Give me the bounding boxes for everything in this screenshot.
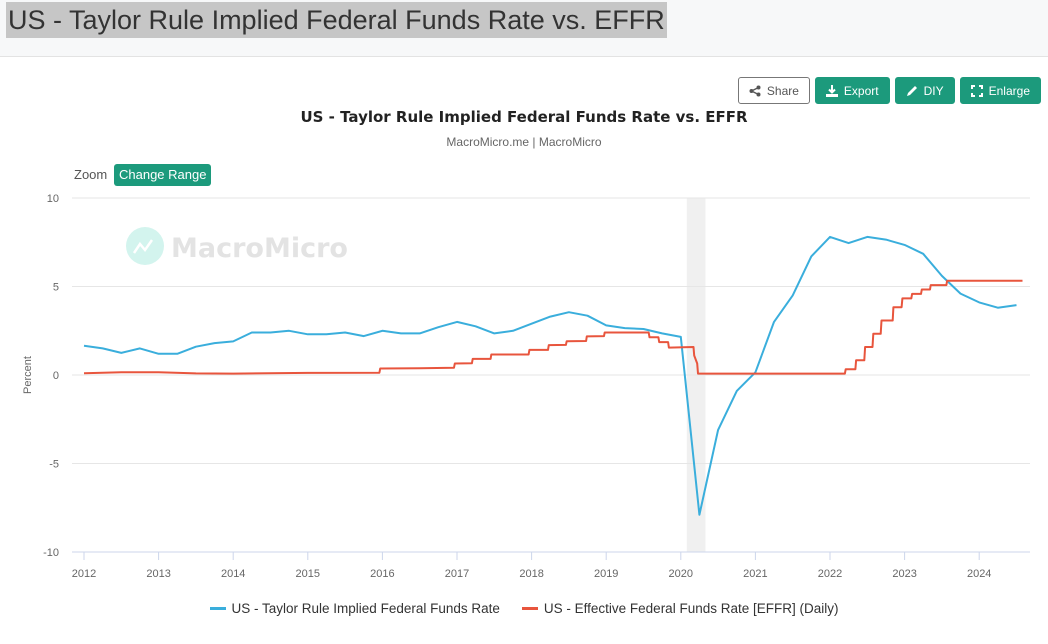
- legend-item-effr[interactable]: US - Effective Federal Funds Rate [EFFR]…: [521, 601, 839, 616]
- legend-label-taylor: US - Taylor Rule Implied Federal Funds R…: [231, 601, 500, 616]
- export-button[interactable]: Export: [814, 77, 890, 104]
- enlarge-button[interactable]: Enlarge: [959, 77, 1041, 104]
- diy-label: DIY: [923, 83, 944, 98]
- share-icon: [749, 85, 761, 96]
- x-tick-label: 2013: [146, 568, 170, 580]
- diy-button[interactable]: DIY: [894, 77, 955, 104]
- series-line-effr[interactable]: [83, 279, 1023, 375]
- y-tick-label: 10: [47, 193, 59, 205]
- x-tick-label: 2018: [519, 568, 543, 580]
- y-tick-label: -5: [49, 459, 59, 471]
- change-range-button[interactable]: Change Range: [114, 164, 212, 186]
- export-label: Export: [843, 83, 879, 98]
- y-tick-label: 0: [53, 370, 59, 382]
- share-button[interactable]: Share: [737, 77, 810, 104]
- x-tick-label: 2024: [967, 568, 991, 580]
- x-tick-label: 2016: [370, 568, 394, 580]
- x-axis: 2012 2013 2014 2015 2016 2017 2018 2019 2020 2021…: [72, 552, 991, 580]
- legend-swatch-taylor: [209, 607, 226, 610]
- chart-card: [0, 57, 1048, 644]
- page-header: US - Taylor Rule Implied Federal Funds R…: [0, 0, 1048, 57]
- y-axis: 10 5 0 -5 -10: [43, 193, 59, 559]
- expand-icon: [970, 84, 983, 97]
- legend-item-taylor[interactable]: US - Taylor Rule Implied Federal Funds R…: [209, 601, 500, 616]
- enlarge-label: Enlarge: [988, 83, 1030, 98]
- series-line-taylor[interactable]: [83, 235, 1017, 516]
- y-axis-label: Percent: [22, 356, 34, 394]
- legend-swatch-effr: [521, 607, 538, 610]
- x-tick-label: 2023: [892, 568, 916, 580]
- download-icon: [825, 84, 838, 97]
- x-tick-label: 2020: [669, 568, 693, 580]
- legend-label-effr: US - Effective Federal Funds Rate [EFFR]…: [543, 601, 839, 616]
- watermark-logo-icon: [126, 227, 164, 265]
- chart-toolbar: Share Export DIY Enlarge: [737, 77, 1041, 104]
- series-layer: [83, 235, 1023, 516]
- share-label: Share: [766, 83, 799, 98]
- watermark-chart-glyph-icon: [132, 239, 154, 254]
- chart-title: US - Taylor Rule Implied Federal Funds R…: [300, 108, 748, 126]
- grid-layer: [72, 197, 1030, 553]
- x-tick-label: 2019: [594, 568, 618, 580]
- x-tick-label: 2021: [743, 568, 767, 580]
- x-tick-label: 2017: [445, 568, 469, 580]
- chart-subtitle: MacroMicro.me | MacroMicro: [446, 135, 602, 149]
- x-tick-label: 2015: [296, 568, 320, 580]
- x-tick-label: 2014: [221, 568, 245, 580]
- x-tick-label: 2022: [818, 568, 842, 580]
- zoom-label: Zoom: [74, 167, 108, 182]
- page-title: US - Taylor Rule Implied Federal Funds R…: [6, 2, 667, 38]
- pencil-icon: [906, 85, 917, 96]
- y-tick-label: 5: [53, 282, 59, 294]
- x-tick-label: 2012: [72, 568, 96, 580]
- y-tick-label: -10: [43, 547, 59, 559]
- legend: US - Taylor Rule Implied Federal Funds R…: [0, 601, 1048, 616]
- watermark: MacroMicro: [126, 227, 348, 265]
- watermark-text: MacroMicro: [171, 233, 348, 264]
